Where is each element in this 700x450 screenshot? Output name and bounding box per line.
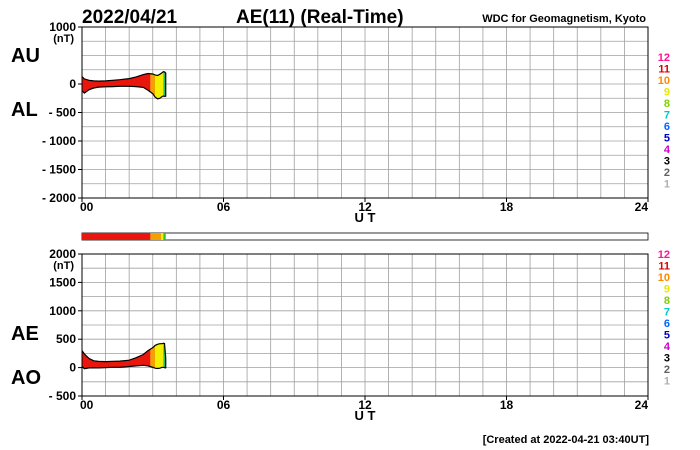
legend-item: 11 (658, 64, 670, 76)
legend-item: 1 (664, 376, 670, 388)
x-tick-label: 12 (358, 200, 372, 214)
activity-bar-frame (81, 232, 649, 241)
y-tick-label: - 500 (49, 106, 77, 120)
legend-item: 10 (658, 75, 670, 87)
y-tick-label: 1000 (49, 304, 76, 318)
legend-item: 6 (664, 318, 670, 330)
activity-bar-segment (163, 233, 166, 240)
legend-item: 4 (664, 341, 671, 353)
y-tick-label: - 1500 (42, 163, 76, 177)
ae-ao-panel: 2000 1500 1000 500 0 - 500 (nT) 00 06 12 18 24 U T AE… (11, 247, 649, 423)
legend-item: 4 (664, 144, 671, 156)
y-tick-label: 0 (69, 77, 76, 91)
legend-item: 7 (664, 307, 670, 319)
au-al-panel: 1000 0 - 500 - 1000 - 1500 - 2000 (nT) 00 06 12 18… (11, 20, 649, 225)
series-lower-line (81, 85, 166, 100)
legend-item: 2 (664, 167, 670, 179)
legend-item: 12 (658, 249, 670, 261)
series-label-au: AU (11, 45, 40, 67)
x-axis-label: U T (355, 408, 376, 423)
y-unit-label: (nT) (53, 33, 74, 45)
y-tick-label: - 500 (49, 389, 77, 403)
y-tick-label: 2000 (49, 247, 76, 261)
legend-item: 9 (664, 87, 670, 99)
legend-item: 2 (664, 364, 670, 376)
x-tick-label: 00 (80, 200, 94, 214)
legend-item: 3 (664, 156, 670, 168)
series-label-al: AL (11, 99, 38, 121)
source-label: WDC for Geomagnetism, Kyoto (482, 13, 646, 25)
chart-title: AE(11) (Real-Time) (236, 7, 404, 28)
activity-bar-segment (82, 233, 151, 240)
fill-band (155, 71, 164, 99)
x-tick-label: 18 (500, 200, 514, 214)
created-timestamp: [Created at 2022-04-21 03:40UT] (483, 434, 650, 446)
legend-item: 10 (658, 272, 670, 284)
legend-item: 12 (658, 52, 670, 64)
legend-item: 5 (664, 330, 670, 342)
date-label: 2022/04/21 (82, 7, 178, 28)
x-tick-label: 24 (635, 398, 649, 412)
legend-item: 8 (664, 295, 670, 307)
series-label-ae: AE (11, 323, 39, 345)
fill-band (155, 343, 164, 369)
x-axis-label: U T (355, 210, 376, 225)
legend-item: 7 (664, 110, 670, 122)
activity-bar-segment (161, 233, 164, 240)
fill-band (150, 71, 156, 99)
fill-band (150, 343, 156, 369)
legend-item: 11 (658, 261, 670, 273)
y-tick-label: 0 (69, 361, 76, 375)
y-tick-label: 500 (56, 332, 76, 346)
series-label-ao: AO (11, 367, 41, 389)
x-tick-label: 18 (500, 398, 514, 412)
y-tick-label: - 2000 (42, 191, 76, 205)
legend-item: 9 (664, 284, 670, 296)
x-tick-label: 06 (217, 398, 231, 412)
y-tick-label: 1000 (49, 20, 76, 34)
x-tick-label: 12 (358, 398, 372, 412)
fill-band (163, 343, 165, 369)
legend-item: 8 (664, 98, 670, 110)
x-tick-label: 06 (217, 200, 231, 214)
y-tick-label: 1500 (49, 275, 76, 289)
activity-bar (81, 232, 649, 241)
activity-bar-segment (150, 233, 162, 240)
legend-item: 1 (664, 179, 670, 191)
y-tick-label: - 1000 (42, 134, 76, 148)
series-upper-line (81, 71, 166, 82)
legend-item: 6 (664, 121, 670, 133)
x-tick-label: 24 (635, 200, 649, 214)
fill-band (163, 71, 165, 99)
legend-item: 3 (664, 353, 670, 365)
legend-item: 5 (664, 133, 670, 145)
y-unit-label: (nT) (53, 260, 74, 272)
series-upper-line (81, 342, 167, 363)
series-lower-line (81, 364, 166, 370)
x-tick-label: 00 (80, 398, 94, 412)
